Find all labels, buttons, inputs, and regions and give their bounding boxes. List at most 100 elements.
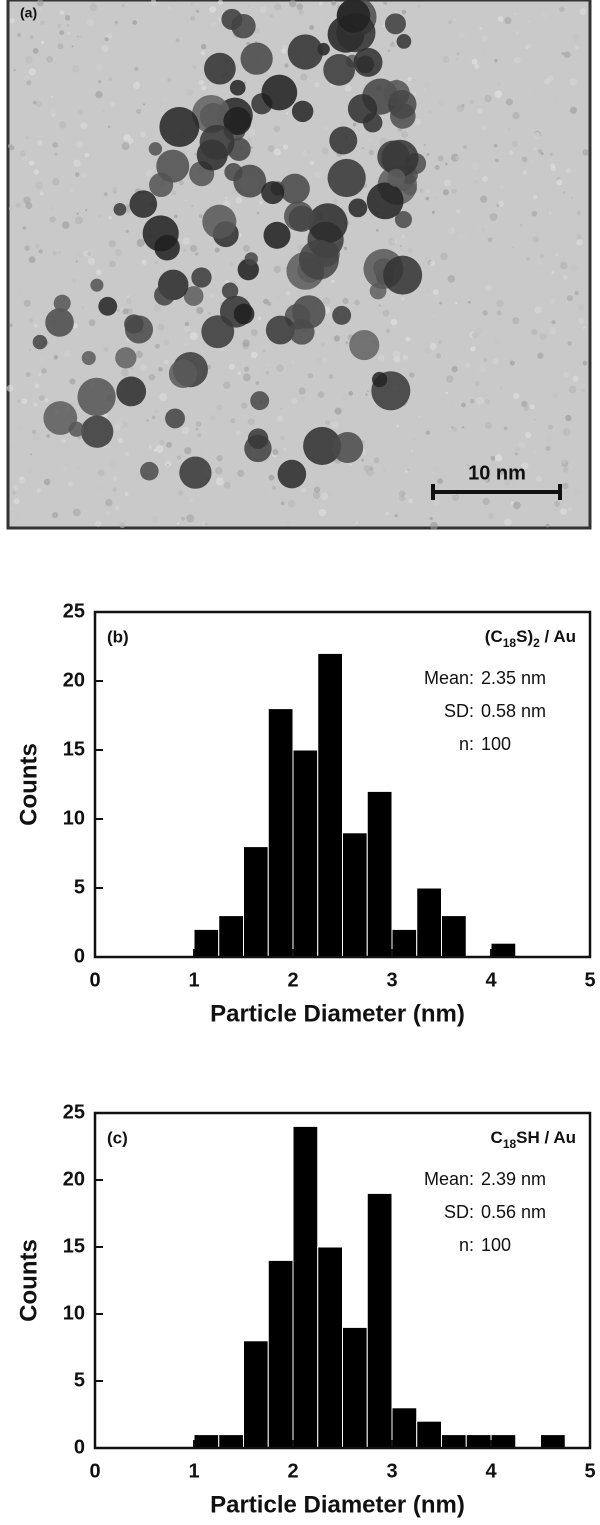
noise (437, 478, 444, 485)
noise (283, 447, 286, 451)
noise (115, 420, 124, 429)
noise (471, 332, 478, 339)
noise (271, 485, 277, 491)
noise (527, 474, 535, 482)
noise (54, 152, 58, 156)
noise (141, 259, 147, 265)
noise (527, 43, 533, 49)
noise (300, 73, 308, 81)
noise (235, 430, 241, 436)
noise (195, 9, 200, 13)
noise (314, 171, 322, 178)
noise (487, 237, 493, 243)
particle (332, 431, 364, 464)
stat-label: n: (459, 734, 474, 754)
noise (33, 402, 38, 407)
noise (569, 78, 577, 86)
noise (186, 514, 195, 523)
noise (249, 128, 256, 136)
noise (367, 138, 372, 143)
noise (508, 150, 514, 156)
noise (57, 43, 64, 50)
noise (11, 490, 17, 495)
noise (176, 522, 180, 525)
noise (228, 363, 235, 370)
noise (151, 415, 156, 420)
scale-bar: 10 nm (431, 462, 562, 500)
stat-value: 0.56 nm (481, 1202, 546, 1222)
noise (455, 57, 459, 61)
noise (401, 131, 409, 139)
noise (242, 339, 250, 347)
plot-frame (93, 610, 592, 959)
noise (230, 417, 236, 424)
noise (139, 364, 147, 372)
noise (539, 333, 547, 341)
noise (223, 200, 231, 208)
noise (567, 341, 572, 346)
noise (562, 482, 569, 490)
noise (548, 211, 552, 215)
particle (261, 181, 285, 205)
noise (126, 298, 133, 305)
noise (361, 147, 364, 150)
noise (145, 169, 153, 178)
noise (409, 372, 415, 378)
noise (267, 363, 270, 367)
particle (263, 221, 291, 249)
noise (80, 154, 85, 160)
y-tick-label: 15 (63, 1235, 85, 1257)
noise (445, 391, 449, 395)
noise (32, 100, 37, 105)
noise (96, 485, 105, 494)
noise (494, 90, 503, 99)
noise (208, 311, 211, 315)
noise (37, 140, 43, 146)
noise (566, 295, 573, 302)
noise (562, 467, 569, 473)
noise (456, 52, 460, 56)
noise (24, 245, 30, 251)
noise (165, 441, 173, 448)
particle (140, 461, 159, 481)
noise (272, 449, 279, 456)
noise (309, 160, 315, 166)
stat-value: 0.58 nm (481, 701, 546, 721)
noise (438, 100, 445, 107)
noise (157, 323, 165, 331)
particle (261, 74, 298, 111)
noise (458, 233, 467, 242)
noise (562, 190, 566, 195)
noise (243, 366, 250, 372)
noise (171, 190, 177, 196)
noise (474, 63, 480, 69)
noise (489, 213, 498, 222)
y-tick-label: 0 (74, 1436, 85, 1458)
particle (291, 100, 314, 123)
legend-text: C (491, 1128, 503, 1147)
noise (343, 246, 348, 251)
noise (309, 25, 315, 31)
noise (187, 331, 191, 334)
noise (257, 316, 262, 321)
noise (515, 30, 520, 35)
noise (476, 396, 484, 405)
noise (439, 301, 443, 305)
noise (435, 353, 442, 359)
particle (348, 198, 368, 218)
noise (451, 188, 457, 194)
noise (195, 252, 199, 256)
noise (448, 20, 452, 25)
noise (482, 497, 490, 506)
noise (315, 357, 323, 365)
noise (481, 125, 487, 131)
noise (447, 275, 456, 283)
noise (540, 11, 548, 19)
noise (577, 304, 585, 311)
noise (377, 354, 385, 361)
noise (116, 308, 121, 313)
noise (174, 214, 178, 219)
noise (280, 435, 285, 441)
noise (190, 3, 193, 6)
noise (322, 297, 331, 305)
